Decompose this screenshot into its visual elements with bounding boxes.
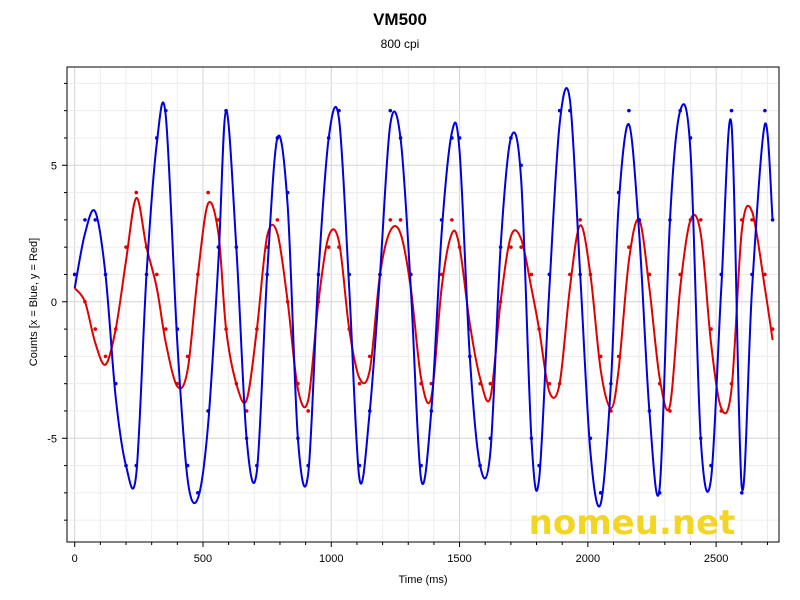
data-point bbox=[206, 190, 210, 195]
data-point bbox=[93, 327, 98, 331]
data-point bbox=[163, 327, 168, 331]
plot-frame bbox=[66, 66, 780, 543]
y-tick-label: 0 bbox=[51, 297, 57, 309]
data-point bbox=[529, 272, 534, 277]
x-axis-label: Time (ms) bbox=[398, 574, 447, 586]
chart-title: VM500 bbox=[373, 10, 427, 29]
data-point bbox=[739, 491, 744, 495]
data-point bbox=[488, 381, 493, 386]
data-point bbox=[763, 108, 767, 113]
data-point bbox=[83, 218, 87, 222]
x-tick-label: 1500 bbox=[447, 553, 471, 565]
series-layer bbox=[72, 87, 775, 508]
data-point bbox=[388, 218, 393, 222]
chart-subtitle: 800 cpi bbox=[380, 37, 420, 51]
x-tick-label: 2500 bbox=[704, 553, 728, 565]
series-blue-x bbox=[72, 87, 775, 508]
x-tick-label: 1000 bbox=[319, 553, 343, 565]
data-point bbox=[103, 354, 108, 359]
y-tick-label: 5 bbox=[51, 160, 57, 172]
x-tick-label: 500 bbox=[194, 553, 212, 565]
data-point bbox=[698, 218, 703, 222]
series-line bbox=[73, 196, 774, 415]
data-point bbox=[627, 108, 631, 113]
data-point bbox=[729, 108, 734, 113]
watermark-text: nomeu.net bbox=[529, 503, 736, 543]
series-line bbox=[73, 87, 774, 508]
data-point bbox=[398, 218, 403, 222]
data-point bbox=[93, 218, 98, 222]
data-point bbox=[326, 245, 331, 249]
y-axis-label: Counts [x = Blue, y = Red] bbox=[28, 238, 40, 366]
x-tick-label: 0 bbox=[72, 553, 78, 565]
data-point bbox=[275, 218, 280, 222]
x-tick-label: 2000 bbox=[576, 553, 600, 565]
data-point bbox=[72, 272, 77, 277]
data-point bbox=[578, 218, 582, 222]
grid-lines bbox=[67, 67, 779, 542]
data-point bbox=[134, 190, 139, 195]
data-point bbox=[519, 245, 523, 249]
data-point bbox=[450, 218, 454, 222]
data-point bbox=[750, 218, 754, 222]
axis-ticks: 0 500 1000 1500 2000 2500 -5 0 5 bbox=[47, 82, 768, 565]
data-point bbox=[306, 409, 310, 413]
data-point bbox=[357, 381, 362, 386]
data-point bbox=[509, 245, 513, 249]
y-tick-label: -5 bbox=[47, 433, 57, 445]
data-point bbox=[388, 108, 393, 113]
data-point bbox=[155, 272, 159, 277]
